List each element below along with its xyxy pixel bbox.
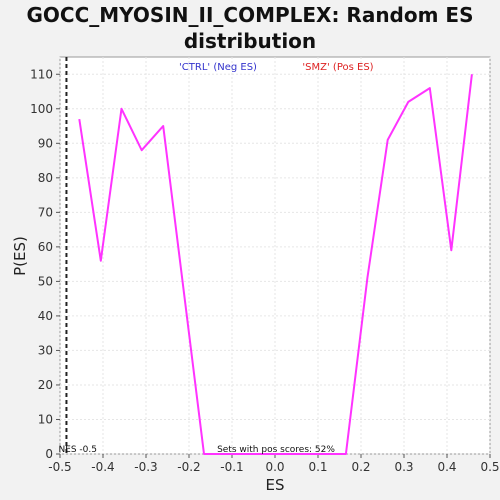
axes: -0.5 -0.4 -0.3 -0.2 -0.1 0.0 0.1 0.2 0.3 0.4 0.5 0 1… bbox=[30, 67, 499, 474]
x-tick-label: 0.0 bbox=[265, 460, 284, 474]
x-tick-label: -0.2 bbox=[177, 460, 200, 474]
x-tick-label: 0.3 bbox=[394, 460, 413, 474]
y-axis-label: P(ES) bbox=[11, 236, 29, 276]
y-tick-label: 70 bbox=[38, 205, 53, 219]
y-tick-label: 90 bbox=[38, 136, 53, 150]
chart-title: GOCC_MYOSIN_II_COMPLEX: Random ES distri… bbox=[0, 2, 500, 54]
x-tick-label: -0.3 bbox=[134, 460, 157, 474]
y-tick-label: 20 bbox=[38, 378, 53, 392]
es-distribution-line bbox=[78, 74, 473, 455]
y-tick-label: 100 bbox=[30, 102, 53, 116]
x-tick-label: 0.2 bbox=[351, 460, 370, 474]
x-tick-label: -0.5 bbox=[48, 460, 71, 474]
x-tick-label: -0.1 bbox=[220, 460, 243, 474]
nes-label: NES -0.5 bbox=[58, 445, 97, 455]
x-tick-label: 0.5 bbox=[480, 460, 499, 474]
y-tick-label: 50 bbox=[38, 274, 53, 288]
plot-area bbox=[59, 56, 491, 455]
legend-smz: 'SMZ' (Pos ES) bbox=[302, 62, 373, 73]
y-tick-label: 110 bbox=[30, 67, 53, 81]
y-tick-label: 10 bbox=[38, 412, 53, 426]
nes-marker: NES -0.5 bbox=[58, 57, 97, 455]
legend-ctrl: 'CTRL' (Neg ES) bbox=[179, 62, 257, 73]
x-tick-label: 0.4 bbox=[437, 460, 456, 474]
y-tick-label: 80 bbox=[38, 171, 53, 185]
y-tick-label: 30 bbox=[38, 343, 53, 357]
pos-score-annotation: Sets with pos scores: 52% bbox=[217, 445, 335, 455]
series-group bbox=[78, 74, 473, 455]
x-tick-label: -0.4 bbox=[91, 460, 114, 474]
y-tick-label: 60 bbox=[38, 240, 53, 254]
x-axis-label: ES bbox=[266, 476, 285, 494]
x-tick-label: 0.1 bbox=[308, 460, 327, 474]
y-tick-label: 40 bbox=[38, 309, 53, 323]
y-tick-label: 0 bbox=[45, 447, 53, 461]
title-line-1: GOCC_MYOSIN_II_COMPLEX: Random ES bbox=[26, 3, 474, 27]
title-line-2: distribution bbox=[183, 29, 317, 53]
